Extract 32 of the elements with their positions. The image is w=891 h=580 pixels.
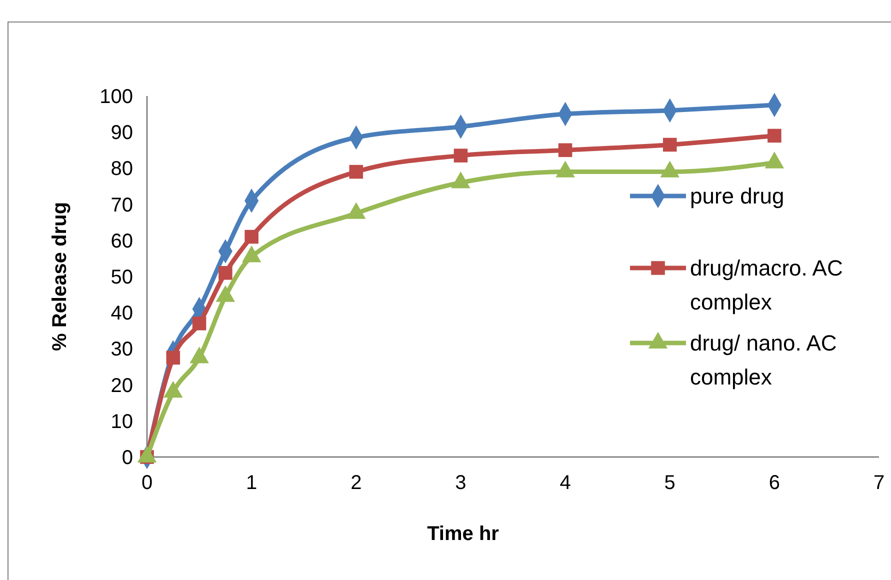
y-tick-label: 0 (122, 447, 133, 469)
point (768, 128, 782, 143)
y-tick-label: 50 (110, 266, 133, 288)
y-tick-label: 30 (110, 338, 133, 361)
point (244, 230, 258, 244)
x-tick-label: 4 (560, 472, 571, 494)
x-tick-label: 0 (141, 472, 153, 494)
point (166, 350, 180, 365)
x-tick-label: 1 (246, 472, 258, 494)
x-tick-label: 7 (873, 472, 885, 494)
point (454, 148, 468, 162)
y-tick-label: 70 (110, 194, 133, 216)
x-tick-label: 5 (664, 472, 676, 494)
point (218, 266, 232, 280)
x-tick-label: 6 (768, 472, 780, 494)
y-tick-label: 100 (100, 86, 133, 108)
y-tick-label: 90 (110, 122, 133, 144)
legend-label: drug/ nano. AC complex (690, 330, 837, 390)
y-tick-label: 10 (110, 410, 133, 433)
x-tick-label: 2 (350, 472, 362, 494)
y-tick-label: 20 (110, 374, 133, 397)
point (662, 138, 677, 152)
point (349, 164, 364, 179)
y-tick-label: 40 (110, 302, 133, 325)
x-tick-label: 3 (455, 472, 466, 494)
y-axis-title: % Release drug (49, 202, 71, 351)
x-axis-title: Time hr (427, 523, 500, 545)
point (558, 143, 572, 158)
y-tick-label: 80 (110, 158, 133, 180)
point (192, 316, 206, 330)
y-tick-label: 60 (110, 230, 133, 252)
legend-label: pure drug (690, 184, 784, 209)
